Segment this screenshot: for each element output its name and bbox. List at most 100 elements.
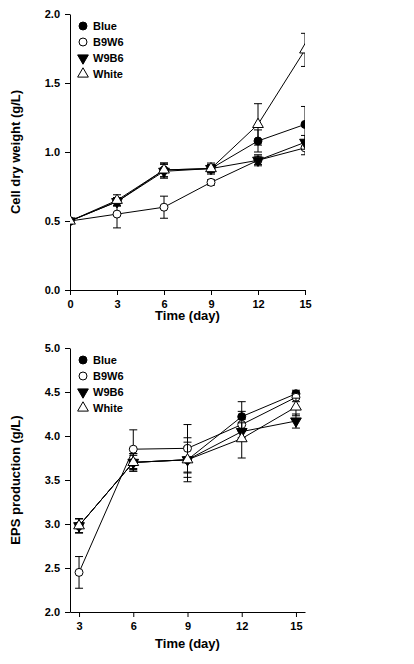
tick: 9 [208, 290, 214, 310]
legend-entry: Blue [79, 20, 117, 32]
tick-mark [65, 480, 70, 481]
tick-label: 15 [290, 620, 302, 632]
marker [129, 445, 137, 453]
error-bar-cap [301, 106, 305, 107]
tick-mark [65, 348, 70, 349]
error-bar-cap [129, 453, 137, 454]
tick: 4.0 [45, 430, 70, 442]
error-bar-cap [301, 154, 305, 155]
series [70, 106, 305, 225]
legend-entry: W9B6 [78, 52, 124, 64]
series-line [70, 50, 305, 221]
tick-label: 4.0 [45, 430, 60, 442]
error-bar-cap [301, 135, 305, 136]
error-bar-cap [160, 196, 168, 197]
tick: 2.0 [45, 8, 70, 20]
legend-marker [78, 55, 89, 64]
error-bar-cap [75, 532, 83, 533]
tick-label: 3.5 [45, 474, 60, 486]
legend-marker [78, 402, 89, 411]
tick-mark [164, 290, 165, 295]
marker [253, 118, 264, 127]
tick: 1.0 [45, 146, 70, 158]
tick: 9 [185, 612, 191, 632]
error-bar-cap [292, 415, 300, 416]
tick-mark [65, 392, 70, 393]
series [74, 414, 302, 533]
error-bar-cap [254, 145, 262, 146]
series [75, 393, 300, 588]
tick-mark [65, 83, 70, 84]
tick-mark [79, 612, 80, 617]
figure: 036912150.00.51.01.52.0Time (day)Cell dr… [0, 0, 414, 664]
legend-label: W9B6 [93, 52, 124, 64]
tick-label: 0.0 [45, 284, 60, 296]
error-bar-cap [129, 469, 137, 470]
tick: 0.0 [45, 284, 70, 296]
tick-label: 4.5 [45, 386, 60, 398]
legend: BlueB9W6W9B6White [78, 20, 124, 80]
legend-entry: Blue [79, 354, 117, 366]
error-bar-cap [75, 532, 83, 533]
tick: 6 [161, 290, 167, 310]
tick-label: 0.5 [45, 215, 60, 227]
legend-marker [79, 372, 87, 380]
legend: BlueB9W6W9B6White [78, 354, 124, 414]
tick-label: 1.5 [45, 77, 60, 89]
series-line [79, 407, 296, 526]
tick-label: 9 [185, 620, 191, 632]
legend-entry: W9B6 [78, 386, 124, 398]
error-bar-cap [301, 33, 305, 34]
tick-label: 1.0 [45, 146, 60, 158]
marker [159, 164, 170, 173]
tick-mark [258, 290, 259, 295]
tick-mark [117, 290, 118, 295]
legend-label: Blue [93, 354, 117, 366]
tick: 0.5 [45, 215, 70, 227]
tick-mark [133, 612, 134, 617]
tick: 12 [236, 612, 248, 632]
tick: 3.5 [45, 474, 70, 486]
tick: 15 [299, 290, 311, 310]
marker [301, 120, 305, 128]
tick-mark [70, 290, 71, 295]
marker [236, 432, 247, 441]
series [70, 33, 305, 224]
plot-area [70, 33, 305, 228]
tick: 2.0 [45, 606, 70, 618]
series-line [70, 148, 305, 221]
marker [300, 44, 305, 53]
tick-mark [211, 290, 212, 295]
tick-label: 12 [252, 298, 264, 310]
tick: 3 [114, 290, 120, 310]
marker [291, 401, 302, 410]
error-bar-cap [113, 205, 121, 206]
error-bar-cap [238, 419, 246, 420]
tick-mark [65, 524, 70, 525]
y-axis: 0.0 0.5 1.0 1.5 2.0 [45, 8, 71, 296]
tick-mark [65, 14, 70, 15]
tick: 4.5 [45, 386, 70, 398]
marker [75, 568, 83, 576]
error-bar-cap [292, 398, 300, 399]
tick-mark [65, 568, 70, 569]
series [74, 398, 302, 533]
tick-label: 2.5 [45, 562, 60, 574]
series-line [70, 142, 305, 221]
error-bar-cap [75, 556, 83, 557]
marker [182, 454, 193, 463]
tick-mark [65, 221, 70, 222]
legend-marker [79, 356, 87, 364]
tick-mark [65, 152, 70, 153]
x-axis: 03691215 [67, 290, 311, 310]
error-bar-cap [160, 176, 168, 177]
x-axis-title: Time (day) [155, 636, 220, 651]
tick-mark [65, 290, 70, 291]
tick-mark [65, 612, 70, 613]
legend-marker [78, 68, 89, 77]
error-bar-cap [129, 429, 137, 430]
error-bar-cap [184, 481, 192, 482]
error-bar-cap [301, 149, 305, 150]
tick-mark [65, 436, 70, 437]
error-bar-cap [238, 411, 246, 412]
